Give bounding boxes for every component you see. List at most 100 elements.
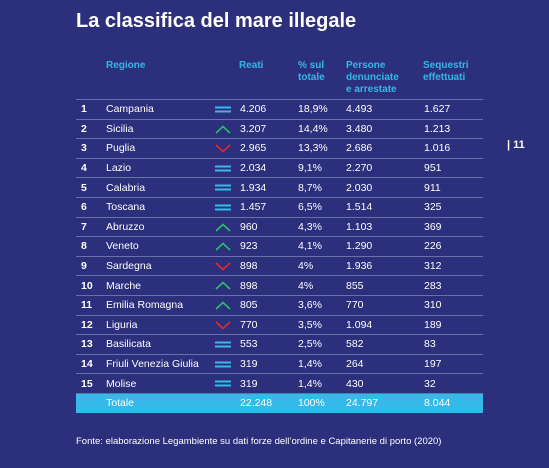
rank-number: 13 xyxy=(76,334,106,355)
total-percent: 100% xyxy=(298,393,346,413)
reati-value: 770 xyxy=(240,315,298,336)
page-title: La classifica del mare illegale xyxy=(76,10,357,32)
rank-number: 2 xyxy=(76,119,106,140)
rank-number: 9 xyxy=(76,256,106,277)
sequestri-value: 1.627 xyxy=(424,99,483,120)
persone-value: 2.686 xyxy=(346,138,424,159)
region-name: Friuli Venezia Giulia xyxy=(106,354,206,375)
persone-value: 2.030 xyxy=(346,177,424,198)
rank-number: 14 xyxy=(76,354,106,375)
header-persone-line3: e arrestate xyxy=(346,84,397,95)
percent-value: 1,4% xyxy=(298,354,346,375)
trend-equal-icon xyxy=(206,99,240,120)
reati-value: 319 xyxy=(240,354,298,375)
table-row: 1 Campania 4.206 18,9% 4.493 1.627 xyxy=(76,99,483,120)
sequestri-value: 951 xyxy=(424,158,483,179)
header-persone-line2: denunciate xyxy=(346,72,399,83)
table-row: 10 Marche 898 4% 855 283 xyxy=(76,275,483,296)
page-number: | 11 xyxy=(507,139,525,151)
trend-up-icon xyxy=(206,236,240,257)
region-name: Marche xyxy=(106,275,206,296)
persone-value: 582 xyxy=(346,334,424,355)
sequestri-value: 310 xyxy=(424,295,483,316)
region-name: Abruzzo xyxy=(106,217,206,238)
persone-value: 430 xyxy=(346,373,424,394)
trend-down-icon xyxy=(206,315,240,336)
percent-value: 4,1% xyxy=(298,236,346,257)
percent-value: 14,4% xyxy=(298,119,346,140)
rank-number: 12 xyxy=(76,315,106,336)
header-percent: % sul totale xyxy=(298,60,325,84)
region-name: Lazio xyxy=(106,158,206,179)
percent-value: 3,6% xyxy=(298,295,346,316)
trend-up-icon xyxy=(206,217,240,238)
trend-down-icon xyxy=(206,256,240,277)
sequestri-value: 197 xyxy=(424,354,483,375)
sequestri-value: 911 xyxy=(424,177,483,198)
total-trend-spacer xyxy=(206,393,240,413)
total-sequestri: 8.044 xyxy=(424,393,483,413)
reati-value: 4.206 xyxy=(240,99,298,120)
sequestri-value: 283 xyxy=(424,275,483,296)
reati-value: 553 xyxy=(240,334,298,355)
table-row: 2 Sicilia 3.207 14,4% 3.480 1.213 xyxy=(76,119,483,140)
region-name: Sicilia xyxy=(106,119,206,140)
persone-value: 1.103 xyxy=(346,217,424,238)
region-name: Campania xyxy=(106,99,206,120)
total-row: Totale 22.248 100% 24.797 8.044 xyxy=(76,393,483,413)
header-sequestri: Sequestri effettuati xyxy=(423,60,469,84)
table-row: 13 Basilicata 553 2,5% 582 83 xyxy=(76,334,483,355)
trend-equal-icon xyxy=(206,158,240,179)
rank-number: 15 xyxy=(76,373,106,394)
table-row: 7 Abruzzo 960 4,3% 1.103 369 xyxy=(76,217,483,238)
persone-value: 770 xyxy=(346,295,424,316)
trend-equal-icon xyxy=(206,177,240,198)
table-row: 5 Calabria 1.934 8,7% 2.030 911 xyxy=(76,177,483,198)
reati-value: 1.934 xyxy=(240,177,298,198)
sequestri-value: 226 xyxy=(424,236,483,257)
percent-value: 8,7% xyxy=(298,177,346,198)
table-row: 9 Sardegna 898 4% 1.936 312 xyxy=(76,256,483,277)
reati-value: 2.034 xyxy=(240,158,298,179)
rank-number: 7 xyxy=(76,217,106,238)
persone-value: 2.270 xyxy=(346,158,424,179)
total-reati: 22.248 xyxy=(240,393,298,413)
rank-number: 6 xyxy=(76,197,106,218)
sequestri-value: 369 xyxy=(424,217,483,238)
table-row: 12 Liguria 770 3,5% 1.094 189 xyxy=(76,315,483,336)
region-name: Molise xyxy=(106,373,206,394)
percent-value: 2,5% xyxy=(298,334,346,355)
sequestri-value: 189 xyxy=(424,315,483,336)
total-persone: 24.797 xyxy=(346,393,424,413)
table-row: 14 Friuli Venezia Giulia 319 1,4% 264 197 xyxy=(76,354,483,375)
rank-number: 3 xyxy=(76,138,106,159)
rank-number: 8 xyxy=(76,236,106,257)
source-note: Fonte: elaborazione Legambiente su dati … xyxy=(76,436,442,447)
sequestri-value: 83 xyxy=(424,334,483,355)
header-persone: Persone denunciate e arrestate xyxy=(346,60,399,96)
percent-value: 13,3% xyxy=(298,138,346,159)
persone-value: 1.514 xyxy=(346,197,424,218)
rank-number: 5 xyxy=(76,177,106,198)
trend-down-icon xyxy=(206,138,240,159)
percent-value: 4% xyxy=(298,275,346,296)
region-name: Calabria xyxy=(106,177,206,198)
sequestri-value: 1.213 xyxy=(424,119,483,140)
persone-value: 3.480 xyxy=(346,119,424,140)
percent-value: 3,5% xyxy=(298,315,346,336)
percent-value: 4% xyxy=(298,256,346,277)
ranking-table: 1 Campania 4.206 18,9% 4.493 1.627 2 Sicilia 3.2… xyxy=(76,99,483,413)
table-row: 8 Veneto 923 4,1% 1.290 226 xyxy=(76,236,483,257)
reati-value: 805 xyxy=(240,295,298,316)
reati-value: 923 xyxy=(240,236,298,257)
header-regione: Regione xyxy=(106,60,146,71)
reati-value: 3.207 xyxy=(240,119,298,140)
sequestri-value: 325 xyxy=(424,197,483,218)
header-sequestri-line1: Sequestri xyxy=(423,60,469,71)
region-name: Puglia xyxy=(106,138,206,159)
persone-value: 855 xyxy=(346,275,424,296)
region-name: Emilia Romagna xyxy=(106,295,206,316)
header-percent-line1: % sul xyxy=(298,60,325,71)
region-name: Basilicata xyxy=(106,334,206,355)
reati-value: 2.965 xyxy=(240,138,298,159)
